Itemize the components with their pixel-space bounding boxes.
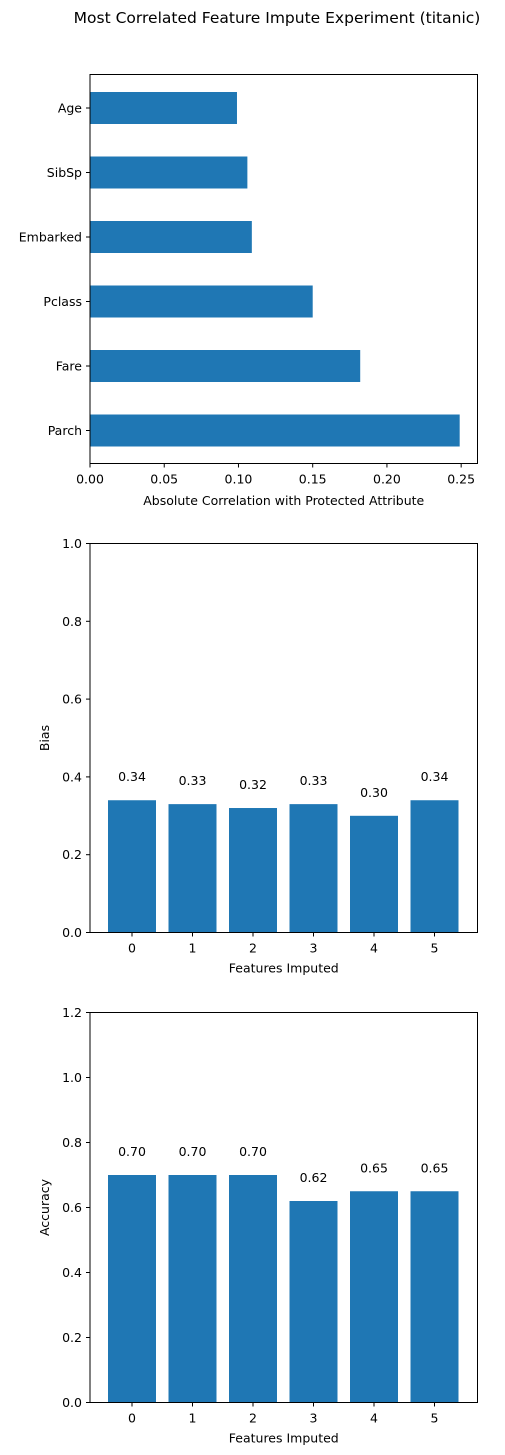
data-label: 0.32 — [239, 777, 267, 792]
x-tick-label: 1 — [189, 1411, 197, 1426]
bar-1 — [168, 804, 217, 933]
bias-chart: 0.34 0 0.33 1 0.32 2 0.33 3 0.30 4 0.34 5 0.0 0.2 0.4 0… — [37, 536, 478, 976]
y-tick-label: 1.0 — [62, 1070, 82, 1085]
x-tick-label: 0.05 — [150, 472, 178, 487]
bar-4 — [350, 1191, 398, 1403]
y-tick-label: SibSp — [47, 165, 82, 180]
y-tick-label: 0.2 — [62, 1330, 82, 1345]
bar-3 — [289, 804, 338, 933]
bar-4 — [350, 815, 398, 933]
data-label: 0.70 — [239, 1144, 267, 1159]
bar-0 — [108, 1175, 156, 1403]
x-tick-label: 0.25 — [447, 472, 475, 487]
x-tick-label: 0.10 — [225, 472, 253, 487]
bar-sibsp — [90, 156, 248, 189]
axes-frame — [89, 1012, 478, 1403]
y-tick-label: 1.2 — [62, 1005, 82, 1020]
data-label: 0.70 — [118, 1144, 146, 1159]
figure-title: Most Correlated Feature Impute Experimen… — [74, 9, 481, 27]
x-tick-label: 0.00 — [76, 472, 104, 487]
correlation-chart: Age SibSp Embarked Pclass Fare Parch 0.00 0.05 0… — [19, 74, 478, 508]
bar-1 — [168, 1175, 217, 1403]
data-label: 0.62 — [300, 1170, 328, 1185]
x-axis-label: Features Imputed — [229, 1431, 339, 1446]
x-tick-label: 5 — [431, 1411, 439, 1426]
bar-parch — [90, 414, 460, 447]
data-label: 0.33 — [300, 773, 328, 788]
axes-frame — [89, 74, 478, 464]
y-tick-label: 0.0 — [62, 925, 82, 940]
x-tick-label: 3 — [310, 1411, 318, 1426]
bar-embarked — [90, 221, 252, 253]
bar-pclass — [90, 285, 313, 318]
x-tick-label: 0.15 — [299, 472, 327, 487]
x-tick-label: 0.20 — [373, 472, 401, 487]
y-tick-label: 0.4 — [62, 1265, 82, 1280]
y-tick-label: 0.8 — [62, 614, 82, 629]
data-label: 0.34 — [118, 769, 146, 784]
y-tick-label: Parch — [48, 423, 82, 438]
x-tick-label: 4 — [370, 1411, 378, 1426]
bar-2 — [229, 808, 277, 933]
data-label: 0.34 — [421, 769, 449, 784]
y-tick-label: 0.4 — [62, 769, 82, 784]
x-axis-label: Features Imputed — [229, 961, 339, 976]
data-label: 0.70 — [179, 1144, 207, 1159]
bar-5 — [410, 1191, 459, 1403]
y-tick-label: 0.0 — [62, 1395, 82, 1410]
x-tick-label: 1 — [189, 941, 197, 956]
x-tick-label: 2 — [249, 1411, 257, 1426]
y-tick-label: Age — [58, 101, 82, 116]
x-axis-label: Absolute Correlation with Protected Attr… — [143, 493, 424, 508]
x-tick-label: 5 — [431, 941, 439, 956]
y-axis-label: Accuracy — [37, 1178, 52, 1236]
data-label: 0.65 — [360, 1160, 388, 1175]
x-tick-label: 0 — [128, 941, 136, 956]
bar-age — [90, 92, 237, 124]
x-tick-label: 3 — [310, 941, 318, 956]
x-tick-label: 2 — [249, 941, 257, 956]
y-tick-label: Pclass — [43, 294, 82, 309]
y-tick-label: Fare — [56, 359, 83, 374]
y-tick-label: Embarked — [19, 230, 82, 245]
y-tick-label: 0.8 — [62, 1135, 82, 1150]
y-axis-label: Bias — [37, 725, 52, 751]
bar-2 — [229, 1175, 277, 1403]
bar-0 — [108, 800, 156, 933]
data-label: 0.33 — [179, 773, 207, 788]
x-tick-label: 4 — [370, 941, 378, 956]
axes-frame — [89, 543, 478, 933]
bar-5 — [410, 800, 459, 933]
data-label: 0.65 — [421, 1160, 449, 1175]
y-tick-label: 0.6 — [62, 692, 82, 707]
bar-3 — [289, 1201, 338, 1403]
accuracy-chart: 0.70 0 0.70 1 0.70 2 0.62 3 0.65 4 0.65 5 0.0 0.2 0.4 0… — [37, 1005, 478, 1446]
y-tick-label: 0.6 — [62, 1200, 82, 1215]
data-label: 0.30 — [360, 785, 388, 800]
x-tick-label: 0 — [128, 1411, 136, 1426]
y-tick-label: 1.0 — [62, 536, 82, 551]
y-tick-label: 0.2 — [62, 847, 82, 862]
bar-fare — [90, 350, 361, 382]
